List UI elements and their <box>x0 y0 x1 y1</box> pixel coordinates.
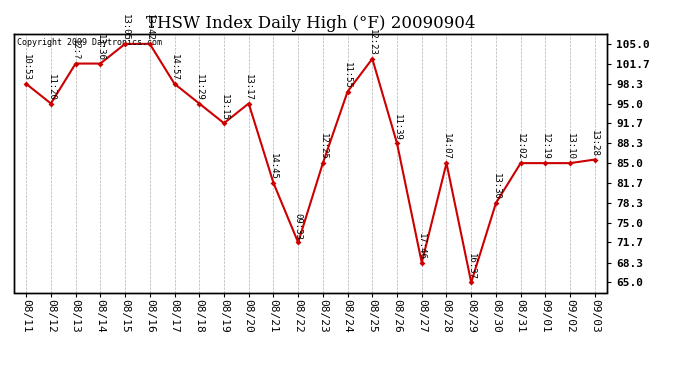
Text: 13:36: 13:36 <box>96 34 105 61</box>
Title: THSW Index Daily High (°F) 20090904: THSW Index Daily High (°F) 20090904 <box>146 15 475 32</box>
Text: 16:37: 16:37 <box>466 253 475 280</box>
Text: 12:19: 12:19 <box>541 134 550 160</box>
Text: 14:07: 14:07 <box>442 134 451 160</box>
Text: 11:39: 11:39 <box>393 114 402 141</box>
Text: 12:?: 12:? <box>71 39 80 61</box>
Text: 13:10: 13:10 <box>566 134 575 160</box>
Text: 14:45: 14:45 <box>269 153 278 180</box>
Text: 12:25: 12:25 <box>318 134 327 160</box>
Text: 11:29: 11:29 <box>195 74 204 101</box>
Text: 12:02: 12:02 <box>516 134 525 160</box>
Text: 13:42: 13:42 <box>146 14 155 41</box>
Text: 11:55: 11:55 <box>343 62 352 89</box>
Text: 10:53: 10:53 <box>21 54 30 81</box>
Text: 13:30: 13:30 <box>491 173 500 200</box>
Text: 11:20: 11:20 <box>46 74 55 101</box>
Text: 12:23: 12:23 <box>368 29 377 56</box>
Text: 13:15: 13:15 <box>219 93 228 120</box>
Text: 14:57: 14:57 <box>170 54 179 81</box>
Text: 09:33: 09:33 <box>294 213 303 240</box>
Text: 17:46: 17:46 <box>417 233 426 260</box>
Text: 13:17: 13:17 <box>244 74 253 101</box>
Text: 13:28: 13:28 <box>591 130 600 157</box>
Text: Copyright 2009 Daytronics.com: Copyright 2009 Daytronics.com <box>17 38 161 46</box>
Text: 13:05: 13:05 <box>121 14 130 41</box>
